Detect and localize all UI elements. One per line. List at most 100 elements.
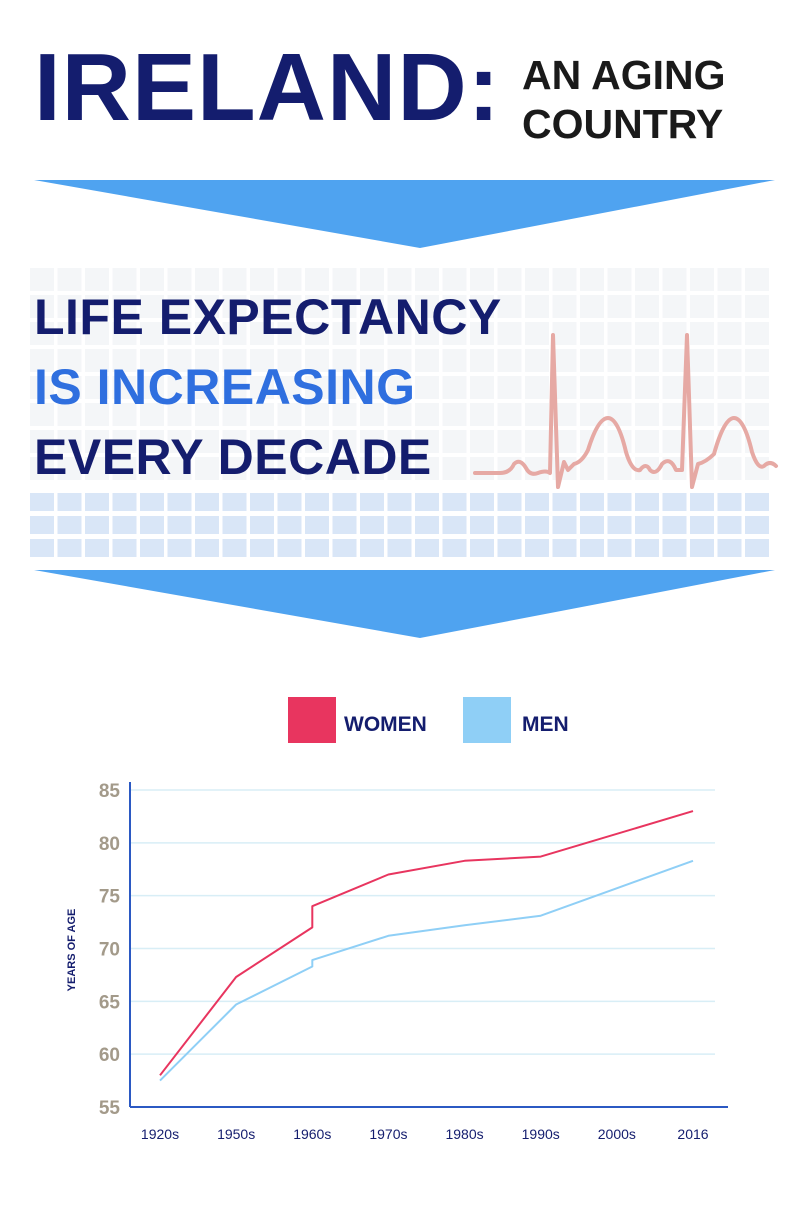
band-cell <box>305 376 329 399</box>
band-cell <box>662 322 687 345</box>
band-cell <box>387 322 412 345</box>
band-cell <box>635 295 659 318</box>
band-cell <box>607 322 632 345</box>
band-cell <box>690 322 714 345</box>
band-cell <box>442 403 467 426</box>
band-cell <box>305 349 329 372</box>
band-cell <box>690 539 714 557</box>
band-cell <box>57 268 82 291</box>
band-cell <box>360 539 384 557</box>
band-cell <box>167 403 192 426</box>
x-tick-label-2000s: 2000s <box>598 1126 636 1142</box>
band-cell <box>305 539 329 557</box>
band-cell <box>30 430 54 453</box>
band-cell <box>30 322 54 345</box>
band-cell <box>662 376 687 399</box>
band-cell <box>662 295 687 318</box>
band-cell <box>745 493 769 511</box>
band-cell <box>222 430 247 453</box>
band-cell <box>470 268 494 291</box>
band-cell <box>85 403 109 426</box>
band-cell <box>332 322 357 345</box>
band-cell <box>250 516 274 534</box>
band-cell <box>250 268 274 291</box>
band-cell <box>140 295 164 318</box>
band-cell <box>140 516 164 534</box>
band-cell <box>332 376 357 399</box>
band-cell <box>607 457 632 480</box>
band-cell <box>552 539 577 557</box>
band-cell <box>305 457 329 480</box>
y-tick-label-75: 75 <box>99 887 121 908</box>
band-cell <box>470 376 494 399</box>
band-cell <box>717 457 742 480</box>
band-cell <box>442 349 467 372</box>
x-tick-label-1950s: 1950s <box>217 1126 255 1142</box>
legend-swatch-women <box>288 697 336 743</box>
band-cell <box>717 268 742 291</box>
band-cell <box>635 376 659 399</box>
band-cell <box>745 516 769 534</box>
band-cell <box>332 516 357 534</box>
headline-band <box>30 268 778 638</box>
band-cell <box>497 403 522 426</box>
band-cell <box>717 349 742 372</box>
x-tick-label-1980s: 1980s <box>445 1126 483 1142</box>
band-grid <box>30 268 769 557</box>
band-cell <box>85 322 109 345</box>
band-cell <box>607 493 632 511</box>
band-cell <box>442 457 467 480</box>
y-tick-label-85: 85 <box>99 781 121 802</box>
band-cell <box>745 539 769 557</box>
band-cell <box>85 268 109 291</box>
band-cell <box>30 376 54 399</box>
band-cell <box>497 349 522 372</box>
x-tick-labels: 1920s 1950s 1960s 1970s 1980s 1990s 2000s 2016 <box>141 1126 709 1142</box>
band-cell <box>140 322 164 345</box>
band-cell <box>250 376 274 399</box>
band-cell <box>250 403 274 426</box>
x-tick-label-2016: 2016 <box>677 1126 708 1142</box>
band-cell <box>360 322 384 345</box>
band-cell <box>607 516 632 534</box>
band-cell <box>305 295 329 318</box>
band-cell <box>497 268 522 291</box>
band-cell <box>305 403 329 426</box>
band-cell <box>745 268 769 291</box>
band-cell <box>662 430 687 453</box>
band-cell <box>745 403 769 426</box>
band-cell <box>552 295 577 318</box>
band-cell <box>635 516 659 534</box>
band-cell <box>745 295 769 318</box>
band-cell <box>387 376 412 399</box>
band-cell <box>195 295 219 318</box>
band-cell <box>85 430 109 453</box>
series-line-men <box>159 859 694 1082</box>
band-cell <box>525 493 549 511</box>
band-cell <box>277 403 302 426</box>
headline-line-1: LIFE EXPECTANCY <box>34 289 502 345</box>
band-cell <box>195 322 219 345</box>
band-cell <box>222 268 247 291</box>
band-cell <box>662 539 687 557</box>
band-cell <box>360 268 384 291</box>
band-cell <box>415 403 439 426</box>
x-tick-label-1960s: 1960s <box>293 1126 331 1142</box>
band-cell <box>717 376 742 399</box>
band-cell <box>222 403 247 426</box>
band-cell <box>360 403 384 426</box>
band-cell <box>442 539 467 557</box>
chart-gridlines <box>130 789 715 1108</box>
band-cell <box>717 295 742 318</box>
band-cell <box>415 430 439 453</box>
band-cell <box>30 493 54 511</box>
band-cell <box>250 430 274 453</box>
page-subtitle-line-1: AN AGING <box>522 52 726 98</box>
band-cell <box>195 516 219 534</box>
band-cell <box>635 322 659 345</box>
band-cell <box>415 349 439 372</box>
band-cell <box>470 403 494 426</box>
band-cell <box>167 516 192 534</box>
band-cell <box>250 295 274 318</box>
y-tick-label-70: 70 <box>99 940 120 961</box>
